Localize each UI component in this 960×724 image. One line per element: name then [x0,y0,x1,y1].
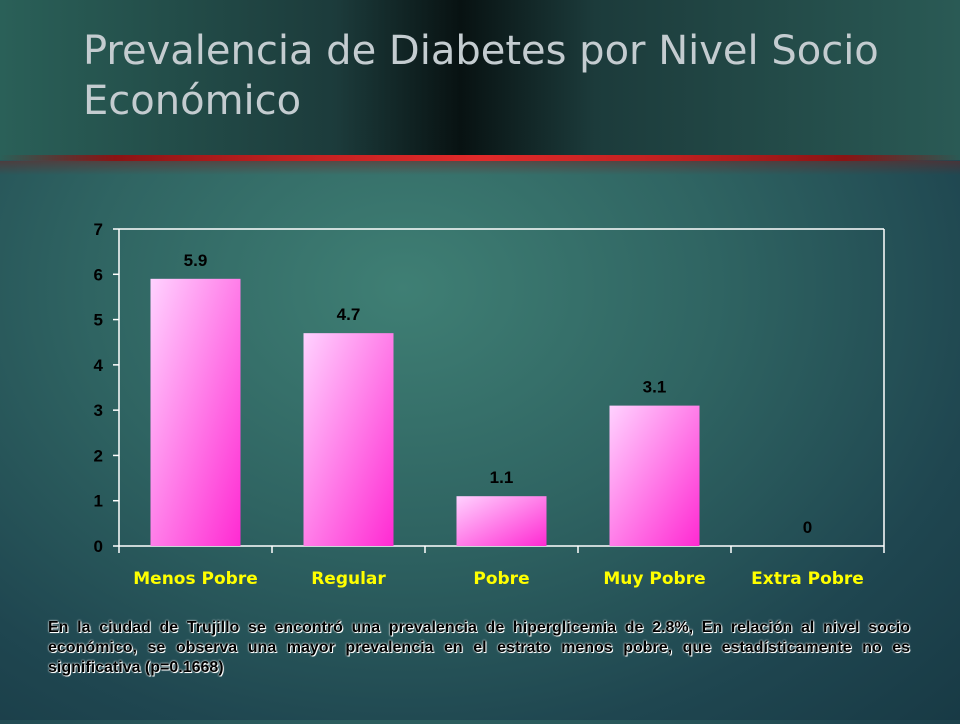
y-tick-label: 2 [94,446,103,465]
y-tick-label: 5 [94,311,103,330]
value-label: 1.1 [490,468,514,487]
title-divider-glow [0,161,960,175]
y-tick-label: 0 [94,537,103,556]
bar-3 [456,496,547,546]
value-label: 0 [803,518,812,537]
value-label: 3.1 [643,378,667,397]
bar-2 [303,333,394,546]
y-tick-label: 3 [94,401,103,420]
y-tick-label: 7 [94,220,103,239]
category-label: Regular [311,569,386,589]
axes: 0 1 2 3 4 5 6 7 [94,220,885,556]
title-divider [0,155,960,161]
slide-title: Prevalencia de Diabetes por Nivel Socio … [83,28,879,124]
bars [150,278,700,546]
bar-1 [150,278,241,546]
category-label: Menos Pobre [133,569,258,589]
value-label: 4.7 [337,305,361,324]
category-label: Extra Pobre [751,569,864,589]
y-tick-label: 6 [94,265,103,284]
title-band [0,0,960,160]
y-tick-label: 4 [94,356,104,375]
value-label: 5.9 [184,251,208,270]
bar-4 [609,405,700,546]
category-label: Muy Pobre [603,569,705,589]
category-label: Pobre [473,569,529,589]
y-tick-label: 1 [94,492,103,511]
labels: 5.9 Menos Pobre 4.7 Regular 1.1 Pobre 3.1 Muy P… [133,251,864,589]
slide-caption: En la ciudad de Trujillo se encontró una… [48,619,910,676]
